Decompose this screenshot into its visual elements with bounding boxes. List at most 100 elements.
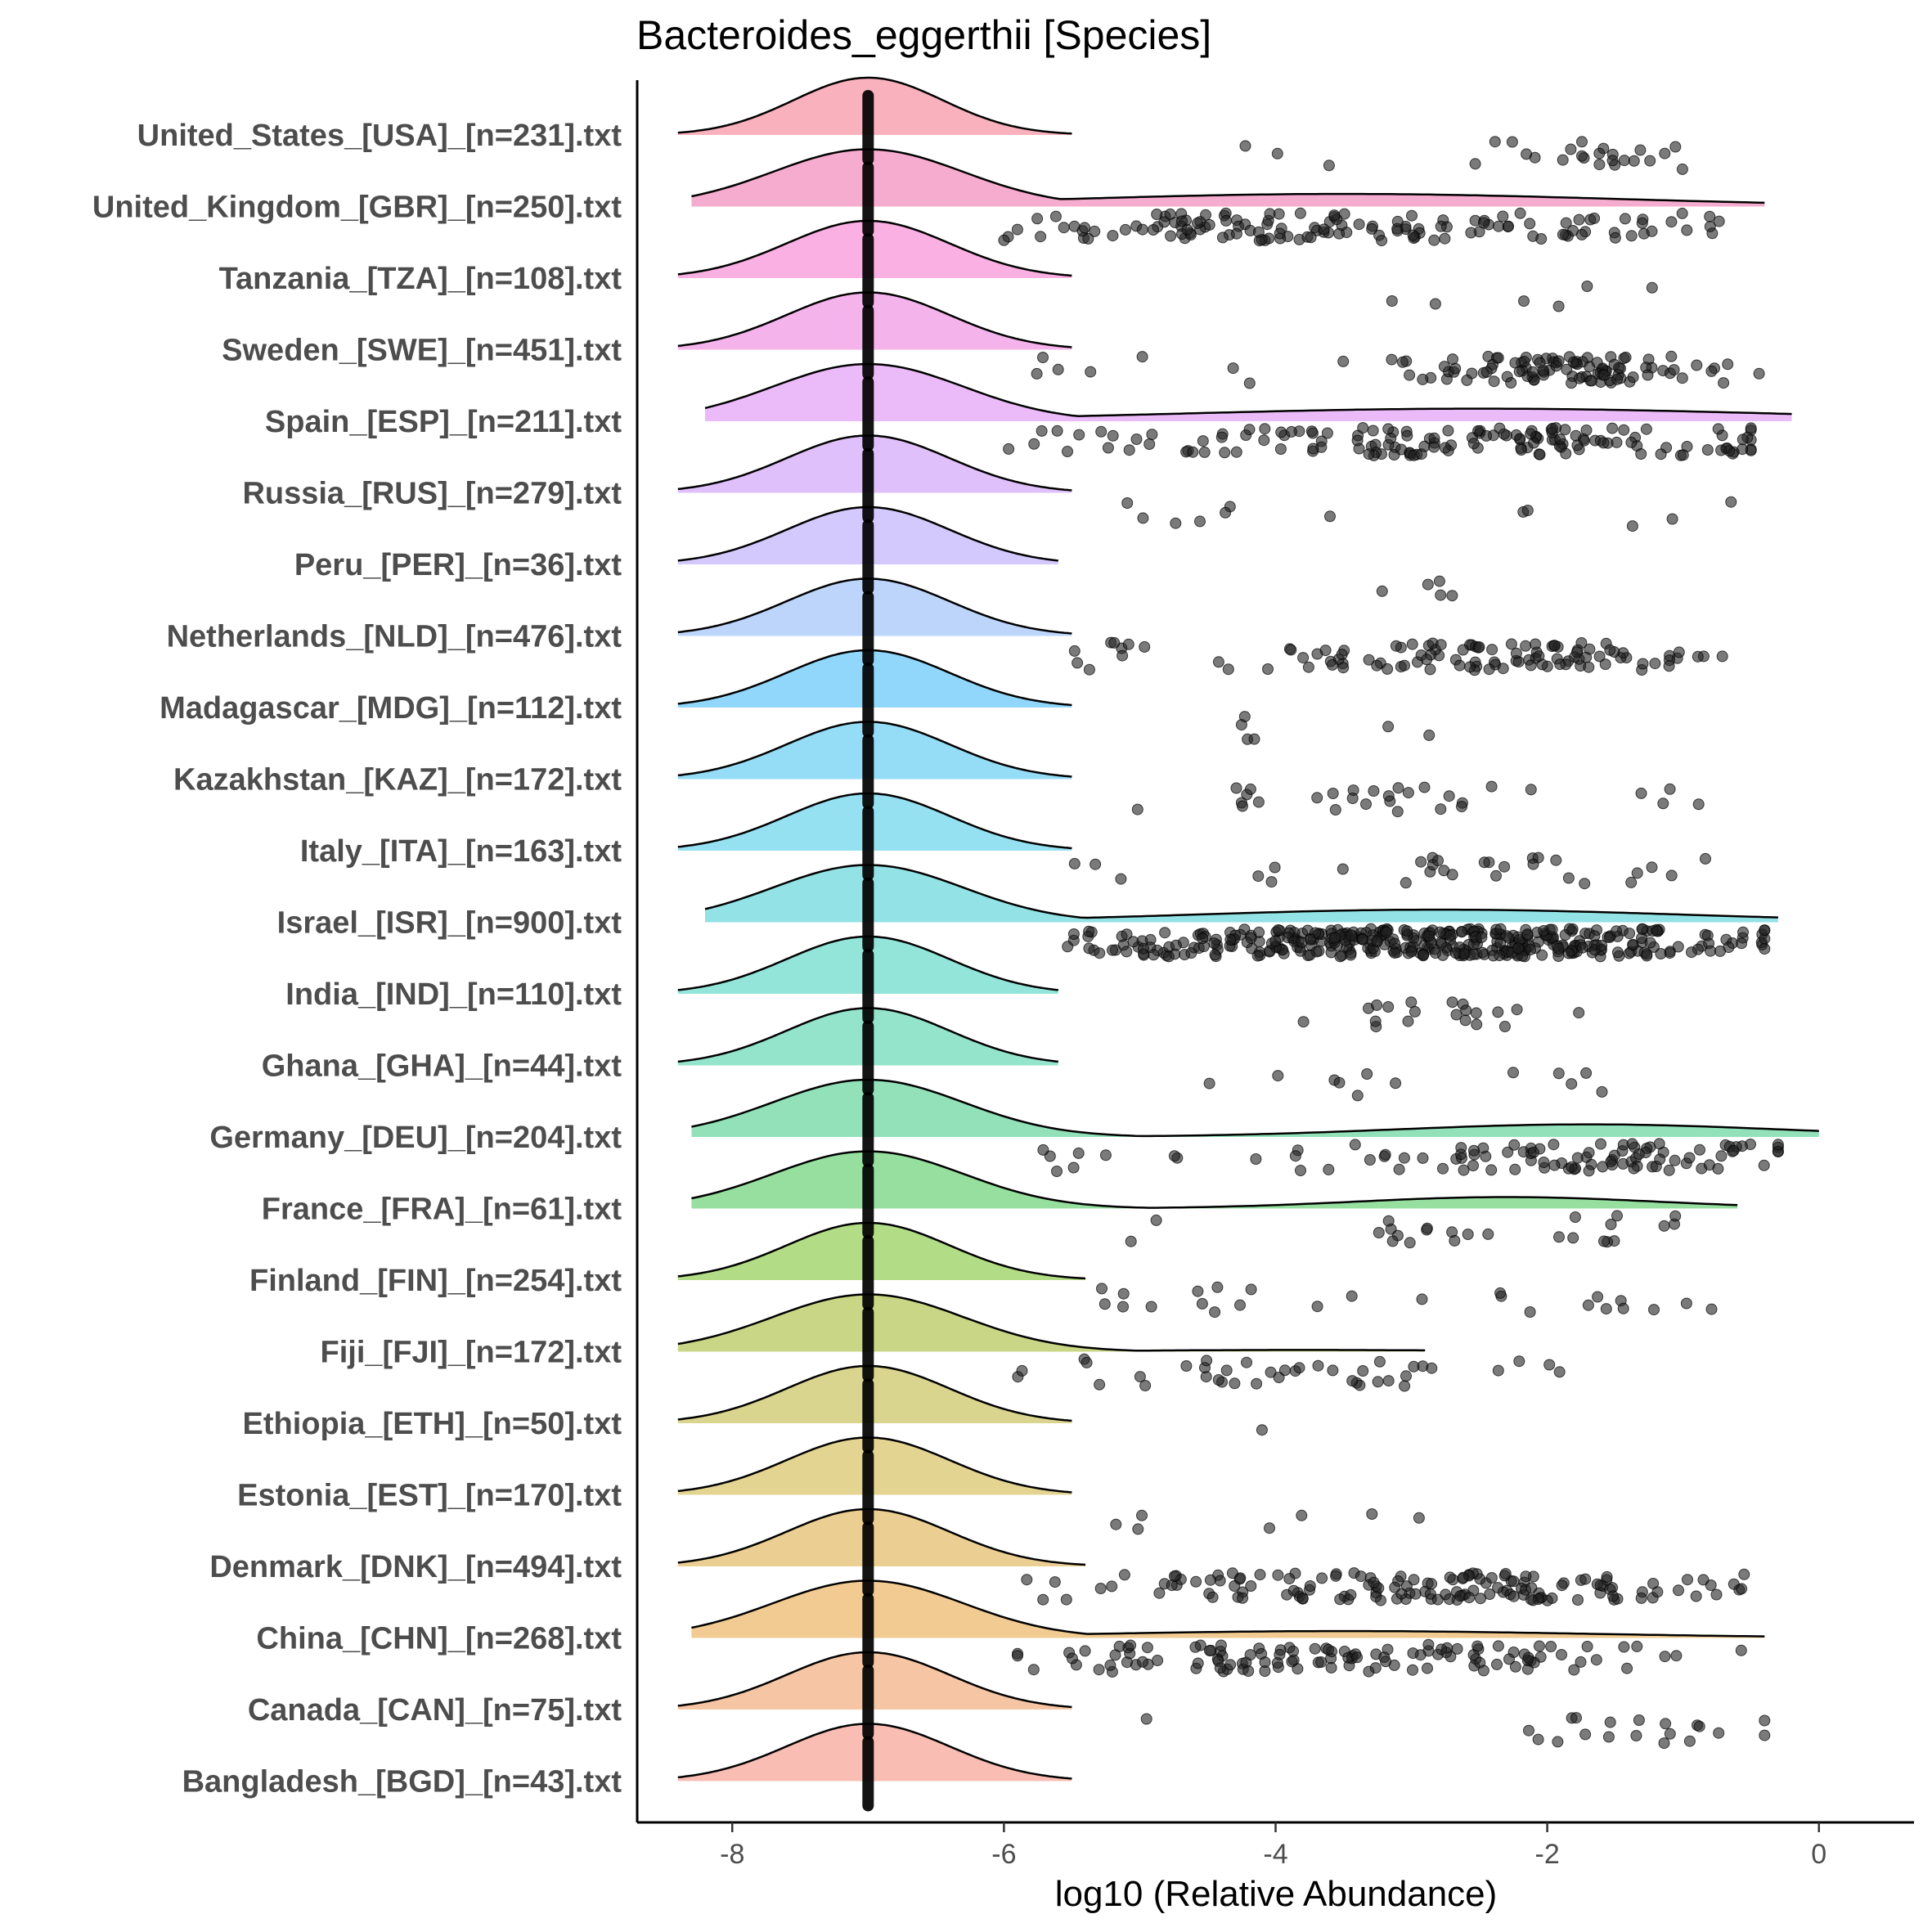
data-point xyxy=(1435,639,1447,651)
data-point xyxy=(1657,798,1669,810)
data-point xyxy=(1509,1163,1521,1175)
data-point xyxy=(1138,942,1149,955)
data-point xyxy=(1458,948,1471,960)
data-point xyxy=(1626,1138,1638,1150)
data-point xyxy=(1456,926,1468,938)
data-point xyxy=(1297,652,1310,664)
data-point xyxy=(1659,147,1671,160)
ridge-line xyxy=(677,434,1072,492)
data-point xyxy=(1654,1153,1666,1166)
data-point xyxy=(1507,1575,1520,1588)
data-point xyxy=(1463,1592,1476,1604)
data-point xyxy=(1497,210,1509,222)
data-point xyxy=(1417,373,1429,385)
data-point xyxy=(1334,1593,1346,1606)
data-point xyxy=(1321,427,1333,439)
data-point xyxy=(1219,447,1231,459)
data-point xyxy=(1567,1232,1579,1244)
data-point xyxy=(1714,945,1726,957)
data-point xyxy=(1606,155,1619,167)
data-point xyxy=(1416,1293,1428,1305)
data-point xyxy=(1368,785,1380,797)
data-point xyxy=(1259,423,1271,435)
data-point xyxy=(1272,924,1284,936)
y-label: Germany_[DEU]_[n=204].txt xyxy=(209,1121,622,1155)
data-point xyxy=(1108,636,1121,649)
data-point xyxy=(1152,1655,1164,1666)
data-point xyxy=(1370,1591,1382,1603)
y-label: Denmark_[DNK]_[n=494].txt xyxy=(209,1550,622,1584)
data-point xyxy=(1465,227,1477,239)
ridge-line xyxy=(704,362,1792,417)
data-point xyxy=(1066,1652,1078,1665)
data-point xyxy=(1428,234,1440,246)
data-point xyxy=(1107,429,1119,442)
data-point xyxy=(1376,235,1388,247)
data-point xyxy=(1243,377,1256,389)
data-point xyxy=(1637,658,1649,670)
data-point xyxy=(1521,148,1533,160)
data-point xyxy=(1325,1661,1337,1674)
data-point xyxy=(1328,209,1341,222)
data-point xyxy=(1527,1146,1539,1158)
data-point xyxy=(1400,877,1412,889)
data-point xyxy=(1557,154,1569,166)
data-point xyxy=(1669,1154,1681,1166)
data-point xyxy=(1664,1728,1676,1740)
data-point xyxy=(1485,1164,1498,1176)
data-point xyxy=(1418,949,1430,961)
data-point xyxy=(1595,1138,1606,1150)
data-point xyxy=(1649,658,1661,670)
data-point xyxy=(1293,1362,1305,1374)
data-point xyxy=(1371,659,1383,672)
y-label: Spain_[ESP]_[n=211].txt xyxy=(265,405,622,439)
data-point xyxy=(1107,230,1119,242)
data-point xyxy=(1580,425,1593,436)
data-point xyxy=(1489,136,1501,148)
data-point xyxy=(1599,658,1611,671)
data-point xyxy=(1139,640,1151,653)
data-point xyxy=(1402,1015,1414,1027)
data-point xyxy=(1285,425,1297,438)
data-point xyxy=(1580,1067,1593,1079)
data-point xyxy=(1433,575,1445,587)
ridge-fill xyxy=(677,292,1072,350)
data-point xyxy=(1681,224,1693,236)
data-point xyxy=(1269,861,1281,874)
data-point xyxy=(1736,937,1748,950)
data-point xyxy=(1511,1004,1523,1016)
data-point xyxy=(1168,1150,1180,1162)
data-point xyxy=(1368,1576,1380,1588)
data-point xyxy=(1158,216,1170,228)
data-point xyxy=(1072,1147,1085,1159)
data-point xyxy=(1122,638,1134,650)
data-point xyxy=(1635,448,1647,460)
data-point xyxy=(1690,1590,1702,1602)
data-point xyxy=(1083,925,1095,937)
data-point xyxy=(1422,1662,1433,1674)
data-point xyxy=(1611,946,1624,959)
data-point xyxy=(1345,1588,1357,1601)
data-point xyxy=(1464,661,1476,673)
data-point xyxy=(1136,1509,1148,1521)
y-label: Estonia_[EST]_[n=170].txt xyxy=(237,1479,622,1513)
data-point xyxy=(1566,1078,1578,1090)
data-point xyxy=(1620,351,1632,363)
data-point xyxy=(1256,1424,1268,1436)
data-point xyxy=(1449,362,1462,375)
data-point xyxy=(1203,1077,1215,1090)
data-point xyxy=(1439,232,1451,245)
data-point xyxy=(1567,356,1579,368)
data-point xyxy=(1209,1306,1221,1319)
data-point xyxy=(1552,1067,1565,1080)
ridge-fill xyxy=(677,1723,1072,1781)
data-point xyxy=(1192,1657,1204,1669)
data-point xyxy=(1484,1588,1496,1600)
data-point xyxy=(1633,1714,1645,1726)
data-point xyxy=(1655,948,1667,959)
data-point xyxy=(1180,1360,1193,1372)
data-point xyxy=(1319,645,1332,657)
data-point xyxy=(1294,207,1306,219)
data-point xyxy=(1665,869,1678,882)
data-point xyxy=(1523,1724,1534,1737)
